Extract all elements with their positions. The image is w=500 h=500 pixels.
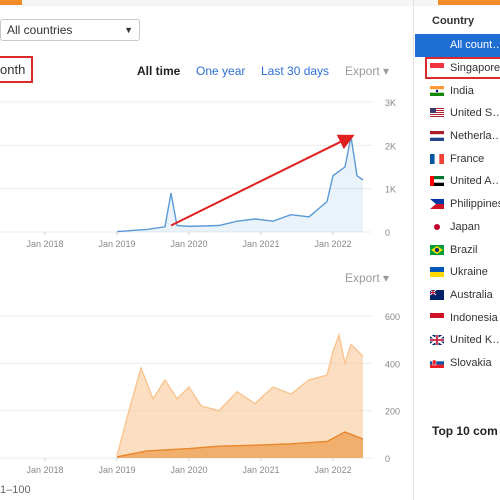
country-item-label: Philippines <box>450 198 500 211</box>
y-tick-label: 600 <box>385 312 400 322</box>
flag-ua-icon <box>430 267 444 278</box>
series-area <box>117 136 363 232</box>
series-area <box>117 334 363 458</box>
flag-id-icon <box>430 312 444 323</box>
country-item-ua[interactable]: Ukraine <box>415 261 500 284</box>
country-item-label: Ukraine <box>450 266 488 279</box>
country-item-br[interactable]: Brazil <box>415 238 500 261</box>
top-accent-right <box>438 0 500 5</box>
y-tick-label: 3K <box>385 98 396 108</box>
x-tick-label: Jan 2020 <box>170 465 207 475</box>
country-item-label: All count… <box>450 39 500 52</box>
flag-sk-icon <box>430 357 444 368</box>
series-line <box>116 431 364 458</box>
country-item-label: Australia <box>450 288 493 301</box>
top-bar <box>0 0 500 6</box>
range-one-year-button[interactable]: One year <box>196 64 246 78</box>
top-accent-left <box>0 0 22 5</box>
x-tick-label: Jan 2022 <box>314 465 351 475</box>
y-tick-label: 0 <box>385 454 390 464</box>
panel-divider <box>413 0 414 500</box>
flag-nl-icon <box>430 131 444 142</box>
series-area <box>117 431 363 458</box>
country-item-label: Brazil <box>450 243 478 256</box>
country-select[interactable]: All countries ▼ <box>0 19 140 41</box>
flag-ph-icon <box>430 199 444 210</box>
country-item-ae[interactable]: United A… <box>415 170 500 193</box>
flag-in-icon <box>430 85 444 96</box>
flag-fr-icon <box>430 153 444 164</box>
series-line <box>116 332 364 456</box>
country-item-label: France <box>450 152 485 165</box>
country-item-label: Indonesia <box>450 311 498 324</box>
x-tick-label: Jan 2019 <box>98 239 135 249</box>
x-tick-label: Jan 2018 <box>26 465 63 475</box>
export-label: Export <box>345 64 380 78</box>
series-line <box>116 136 364 233</box>
country-item-sg[interactable]: Singapore <box>425 56 500 80</box>
range-last-30-days-button[interactable]: Last 30 days <box>261 64 330 78</box>
country-list: All count… Singapore India United S… Netherl… <box>415 34 500 374</box>
country-item-label: United A… <box>450 175 500 188</box>
country-item-sk[interactable]: Slovakia <box>415 352 500 375</box>
country-item-in[interactable]: India <box>415 79 500 102</box>
country-panel-title: Country <box>432 15 475 27</box>
country-item-label: Japan <box>450 220 480 233</box>
flag-ae-icon <box>430 176 444 187</box>
country-item-fr[interactable]: France <box>415 147 500 170</box>
country-item-label: United K… <box>450 334 500 347</box>
country-item-nl[interactable]: Netherla… <box>415 125 500 148</box>
country-item-ph[interactable]: Philippines <box>415 193 500 216</box>
flag-br-icon <box>430 244 444 255</box>
country-item-label: Slovakia <box>450 356 492 369</box>
flag-sg-icon <box>430 63 444 74</box>
country-item-all[interactable]: All count… <box>415 34 500 57</box>
y-tick-label: 400 <box>385 359 400 369</box>
chevron-down-icon: ▾ <box>383 271 390 285</box>
chevron-down-icon: ▼ <box>124 25 133 35</box>
country-item-label: Singapore <box>450 62 500 75</box>
period-tab-highlighted[interactable]: onth <box>0 56 33 83</box>
period-tab-label: onth <box>0 62 26 77</box>
y-tick-label: 0 <box>385 228 390 238</box>
country-item-label: Netherla… <box>450 130 500 143</box>
y-tick-label: 200 <box>385 407 400 417</box>
country-item-label: United S… <box>450 107 500 120</box>
red-arrow-annotation <box>170 134 355 227</box>
x-tick-label: Jan 2018 <box>26 239 63 249</box>
y-tick-label: 2K <box>385 141 396 151</box>
export-button-bottom[interactable]: Export ▾ <box>345 271 389 285</box>
export-label: Export <box>345 271 380 285</box>
keywords-area-chart: 600 400 200 0 Jan 2018 Jan 2019 Jan 2020 Jan 20… <box>0 312 400 475</box>
country-item-au[interactable]: Australia <box>415 284 500 307</box>
x-tick-label: Jan 2019 <box>98 465 135 475</box>
export-button-top[interactable]: Export ▾ <box>345 64 389 78</box>
country-select-value: All countries <box>7 23 73 37</box>
traffic-line-chart: 3K 2K 1K 0 Jan 2018 Jan 2019 Jan 2020 Jan 2021 J… <box>0 98 396 249</box>
pagination-range: 1–100 <box>0 484 31 496</box>
y-tick-label: 1K <box>385 185 396 195</box>
country-item-jp[interactable]: Japan <box>415 216 500 239</box>
x-tick-label: Jan 2022 <box>314 239 351 249</box>
x-tick-label: Jan 2021 <box>242 239 279 249</box>
chevron-down-icon: ▾ <box>383 64 390 78</box>
top10-heading: Top 10 com <box>432 424 498 438</box>
country-item-us[interactable]: United S… <box>415 102 500 125</box>
flag-gb-icon <box>430 335 444 346</box>
flag-au-icon <box>430 289 444 300</box>
country-item-id[interactable]: Indonesia <box>415 306 500 329</box>
range-all-time-button[interactable]: All time <box>137 64 181 78</box>
country-item-label: India <box>450 84 474 97</box>
country-item-gb[interactable]: United K… <box>415 329 500 352</box>
flag-jp-icon <box>430 221 444 232</box>
x-tick-label: Jan 2020 <box>170 239 207 249</box>
flag-us-icon <box>430 108 444 119</box>
x-tick-label: Jan 2021 <box>242 465 279 475</box>
